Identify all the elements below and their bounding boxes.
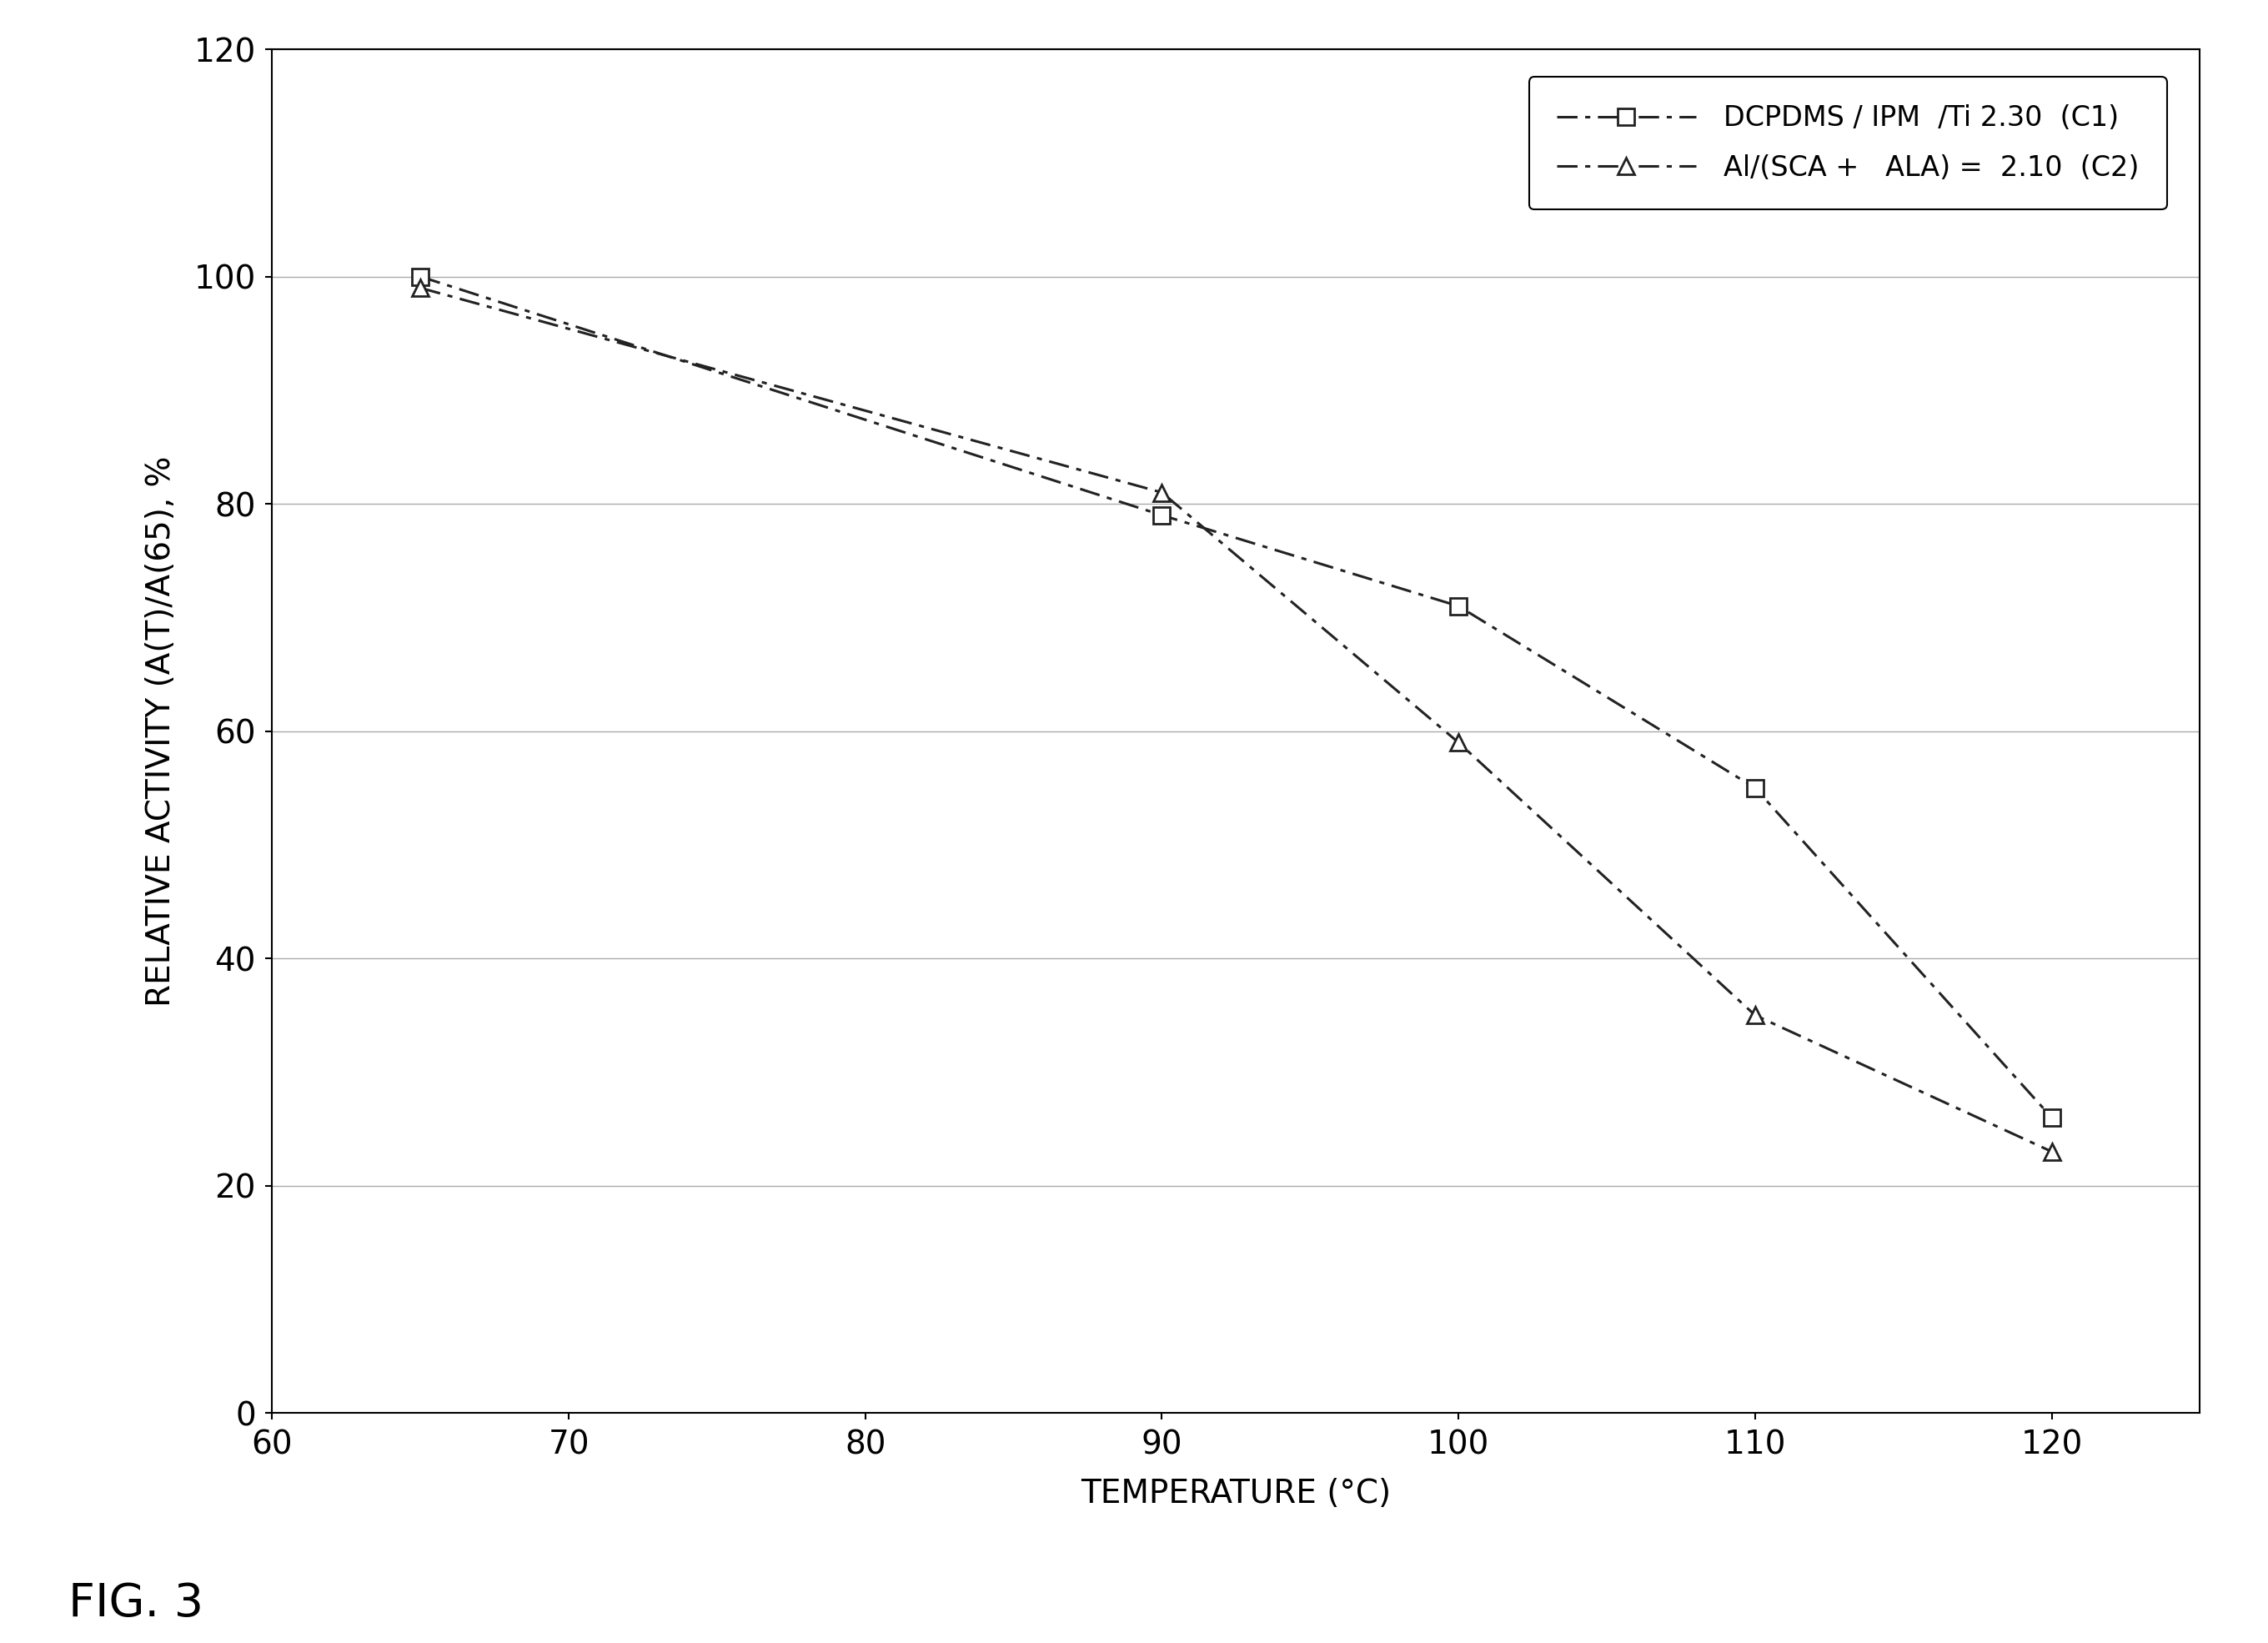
Al/(SCA +   ALA) =  2.10  (C2) [1742,1006,1769,1025]
Al/(SCA +   ALA) =  2.10  (C2) [406,278,433,297]
Al/(SCA +   ALA) =  2.10  (C2) [1445,733,1472,752]
Legend: DCPDMS / IPM  /Ti 2.30  (C1), Al/(SCA +   ALA) =  2.10  (C2): DCPDMS / IPM /Ti 2.30 (C1), Al/(SCA + AL… [1529,77,2166,210]
DCPDMS / IPM  /Ti 2.30  (C1) [2039,1107,2066,1127]
X-axis label: TEMPERATURE (°C): TEMPERATURE (°C) [1082,1479,1390,1510]
Al/(SCA +   ALA) =  2.10  (C2) [2039,1142,2066,1162]
DCPDMS / IPM  /Ti 2.30  (C1) [1742,779,1769,798]
Y-axis label: RELATIVE ACTIVITY (A(T)/A(65), %: RELATIVE ACTIVITY (A(T)/A(65), % [145,455,177,1007]
DCPDMS / IPM  /Ti 2.30  (C1) [1445,596,1472,616]
Line: DCPDMS / IPM  /Ti 2.30  (C1): DCPDMS / IPM /Ti 2.30 (C1) [413,268,2059,1125]
DCPDMS / IPM  /Ti 2.30  (C1) [406,266,433,286]
Line: Al/(SCA +   ALA) =  2.10  (C2): Al/(SCA + ALA) = 2.10 (C2) [413,279,2059,1160]
Al/(SCA +   ALA) =  2.10  (C2) [1148,483,1175,503]
Text: FIG. 3: FIG. 3 [68,1582,204,1627]
DCPDMS / IPM  /Ti 2.30  (C1) [1148,506,1175,526]
